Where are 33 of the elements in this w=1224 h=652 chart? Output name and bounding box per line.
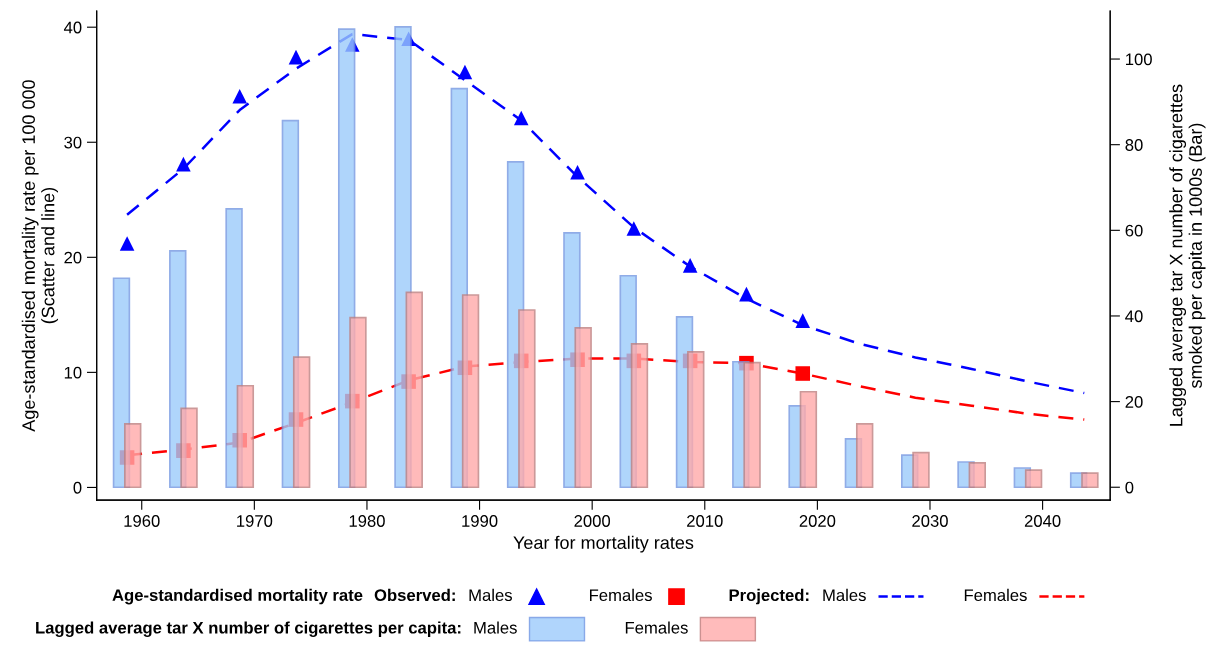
- y2-axis-title: Lagged average tar X number of cigarettes smoked per capita in 1000s (Bar): [1169, 84, 1206, 426]
- legend-label: Females: [589, 588, 652, 602]
- x-tick-label: 2040: [1024, 515, 1061, 527]
- text: Projected:: [729, 588, 809, 605]
- y2-tick-label: 60: [1125, 224, 1143, 237]
- y2-tick-label: 20: [1125, 396, 1143, 408]
- x-tick-label: 1970: [237, 515, 273, 527]
- y2-tick-label: 80: [1125, 139, 1143, 151]
- legend-label: Females: [964, 588, 1027, 602]
- y-tick-label: 40: [63, 21, 82, 34]
- text: Lagged average tar X number of cigarettes per capita:: [36, 621, 461, 637]
- text: Age-standardised mortality rate: [112, 588, 363, 605]
- legend-label: Males: [469, 588, 512, 602]
- y-tick-label: 10: [64, 366, 82, 379]
- x-tick-label: 2000: [574, 515, 611, 527]
- y-axis-title: Age-standardised mortality rate per 100 000 (Scatter and line): [21, 80, 59, 432]
- legend-label: Females: [625, 621, 688, 634]
- y2-tick-label: 100: [1126, 53, 1152, 66]
- y2-tick-label: 40: [1125, 310, 1143, 323]
- legend-label: Males: [823, 588, 866, 602]
- text: Observed:: [374, 588, 455, 602]
- x-tick-label: 2020: [799, 515, 836, 527]
- x-tick-label: 2010: [687, 515, 723, 527]
- x-axis-title: Year for mortality rates: [513, 535, 694, 553]
- x-tick-label: 2030: [912, 515, 948, 527]
- legend-label: Males: [474, 621, 517, 634]
- y2-tick-label: 0: [1125, 481, 1134, 494]
- y-tick-label: 20: [64, 251, 82, 264]
- x-tick-label: 1960: [124, 515, 160, 527]
- y-tick-label: 30: [64, 136, 82, 149]
- x-tick-label: 1990: [462, 515, 498, 527]
- x-tick-label: 1980: [349, 515, 385, 527]
- y-tick-label: 0: [73, 481, 82, 494]
